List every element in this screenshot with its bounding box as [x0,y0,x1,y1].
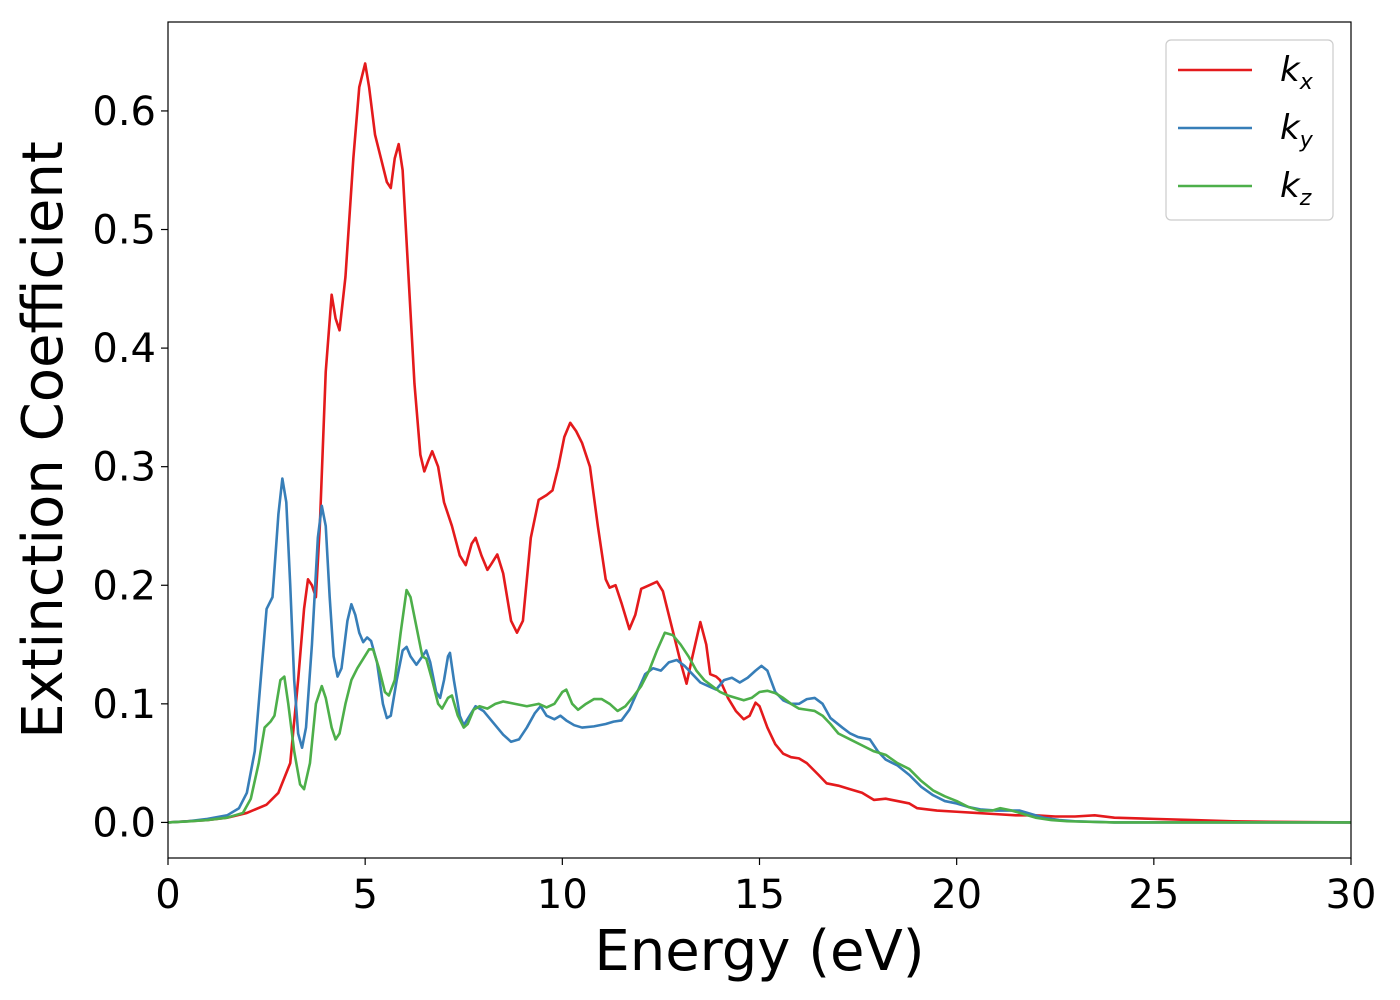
y-tick-label: 0.5 [92,208,156,254]
x-tick-label: 15 [734,872,785,918]
y-tick-label: 0.4 [92,326,156,372]
y-axis-title: Extinction Coefficient [11,141,76,739]
x-tick-label: 0 [155,872,180,918]
series-line-y [168,477,1351,824]
series-layer [168,62,1351,824]
y-tick-label: 0.3 [92,445,156,491]
series-line-x [168,62,1351,824]
y-tick-label: 0.6 [92,89,156,135]
x-axis-title: Energy (eV) [594,919,924,984]
y-tick-label: 0.1 [92,682,156,728]
x-tick-label: 20 [931,872,982,918]
y-tick-label: 0.2 [92,563,156,609]
x-tick-label: 30 [1326,872,1377,918]
x-axis: 0 5 10 15 20 25 30 [155,858,1376,918]
x-tick-label: 10 [537,872,588,918]
y-tick-label: 0.0 [92,800,156,846]
x-tick-label: 5 [352,872,377,918]
series-line-z [168,588,1351,824]
y-axis: 0.0 0.1 0.2 0.3 0.4 0.5 0.6 [92,89,168,846]
x-tick-label: 25 [1128,872,1179,918]
legend-box [1165,39,1334,221]
